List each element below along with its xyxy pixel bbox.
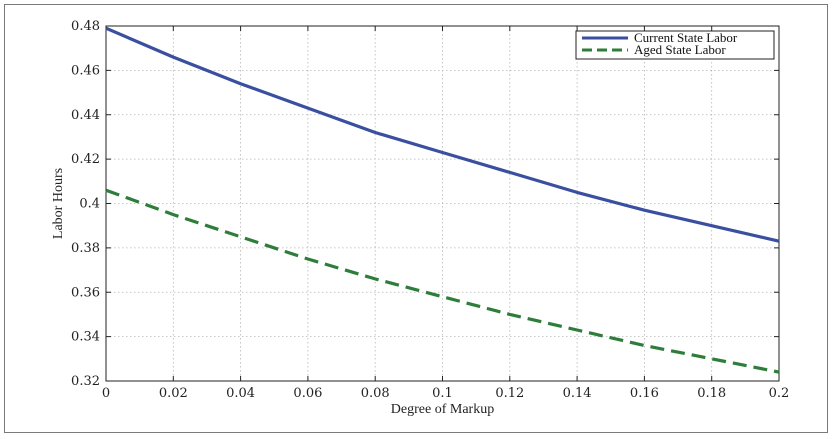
y-tick-label: 0.48: [71, 19, 100, 34]
legend: Current State Labor Aged State Labor: [575, 30, 775, 60]
y-tick-label: 0.36: [71, 285, 100, 300]
x-tick-label: 0.02: [159, 386, 188, 401]
y-tick-label: 0.4: [79, 197, 100, 212]
series-line-current-state-labor: [105, 26, 780, 243]
y-tick-label: 0.44: [71, 108, 100, 123]
y-tick-label: 0.32: [71, 374, 100, 389]
x-tick-label: 0.04: [226, 386, 255, 401]
x-tick-label: 0.2: [769, 386, 790, 401]
x-tick-label: 0.1: [432, 386, 453, 401]
y-tick-label: 0.42: [71, 152, 100, 167]
x-tick-label: 0.12: [495, 386, 524, 401]
x-tick-label: 0: [102, 386, 110, 401]
y-tick-label: 0.34: [71, 330, 100, 345]
y-tick-label: 0.38: [71, 241, 100, 256]
series-line-aged-state-labor: [105, 188, 780, 374]
figure-frame: [4, 4, 828, 433]
y-axis-label: Labor Hours: [51, 168, 66, 239]
x-tick-label: 0.14: [563, 386, 592, 401]
legend-label-aged-state-labor: Aged State Labor: [634, 42, 726, 57]
y-tick-label: 0.46: [71, 63, 100, 78]
legend-label-current-state-labor: Current State Labor: [634, 30, 738, 45]
x-tick-label: 0.18: [697, 386, 726, 401]
x-axis-label: Degree of Markup: [391, 402, 494, 417]
series-lines: [105, 26, 780, 374]
x-tick-label: 0.06: [293, 386, 322, 401]
x-tick-label: 0.16: [630, 386, 659, 401]
axis-ticks: 0 0.02 0.04 0.06 0.08 0.1 0.12 0.14 0.16 0.18 0.2 0…: [71, 19, 789, 401]
grid-lines: [106, 26, 779, 381]
x-tick-label: 0.08: [361, 386, 390, 401]
legend-box: [575, 30, 775, 60]
